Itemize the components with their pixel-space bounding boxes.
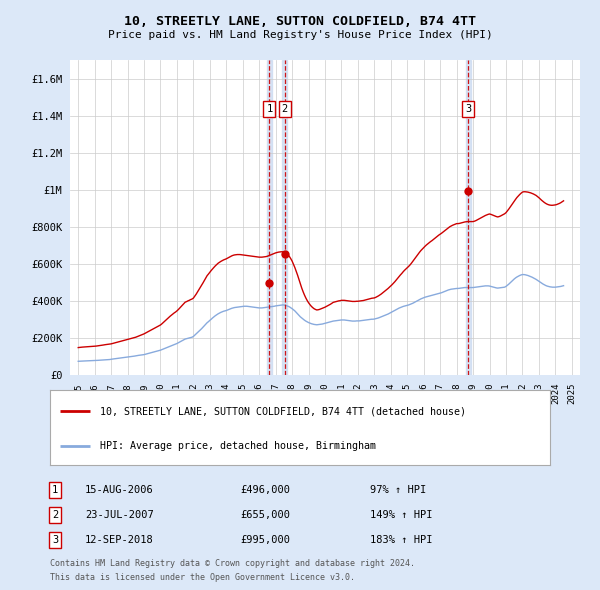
Text: HPI: Average price, detached house, Birmingham: HPI: Average price, detached house, Birm…	[100, 441, 376, 451]
Text: 12-SEP-2018: 12-SEP-2018	[85, 535, 154, 545]
Text: 183% ↑ HPI: 183% ↑ HPI	[370, 535, 433, 545]
Text: 23-JUL-2007: 23-JUL-2007	[85, 510, 154, 520]
Text: Contains HM Land Registry data © Crown copyright and database right 2024.: Contains HM Land Registry data © Crown c…	[50, 559, 415, 568]
Text: This data is licensed under the Open Government Licence v3.0.: This data is licensed under the Open Gov…	[50, 573, 355, 582]
Bar	[283, 60, 287, 375]
Text: 149% ↑ HPI: 149% ↑ HPI	[370, 510, 433, 520]
Bar	[267, 60, 272, 375]
Text: 10, STREETLY LANE, SUTTON COLDFIELD, B74 4TT (detached house): 10, STREETLY LANE, SUTTON COLDFIELD, B74…	[100, 406, 466, 416]
Text: 10, STREETLY LANE, SUTTON COLDFIELD, B74 4TT: 10, STREETLY LANE, SUTTON COLDFIELD, B74…	[124, 15, 476, 28]
Text: £995,000: £995,000	[240, 535, 290, 545]
Text: 97% ↑ HPI: 97% ↑ HPI	[370, 485, 426, 495]
Text: £496,000: £496,000	[240, 485, 290, 495]
Text: 1: 1	[52, 485, 58, 495]
Text: 15-AUG-2006: 15-AUG-2006	[85, 485, 154, 495]
Text: 3: 3	[52, 535, 58, 545]
Text: Price paid vs. HM Land Registry's House Price Index (HPI): Price paid vs. HM Land Registry's House …	[107, 30, 493, 40]
Bar	[466, 60, 470, 375]
Text: 3: 3	[465, 104, 471, 114]
Text: 2: 2	[282, 104, 288, 114]
Text: £655,000: £655,000	[240, 510, 290, 520]
Text: 1: 1	[266, 104, 272, 114]
Text: 2: 2	[52, 510, 58, 520]
